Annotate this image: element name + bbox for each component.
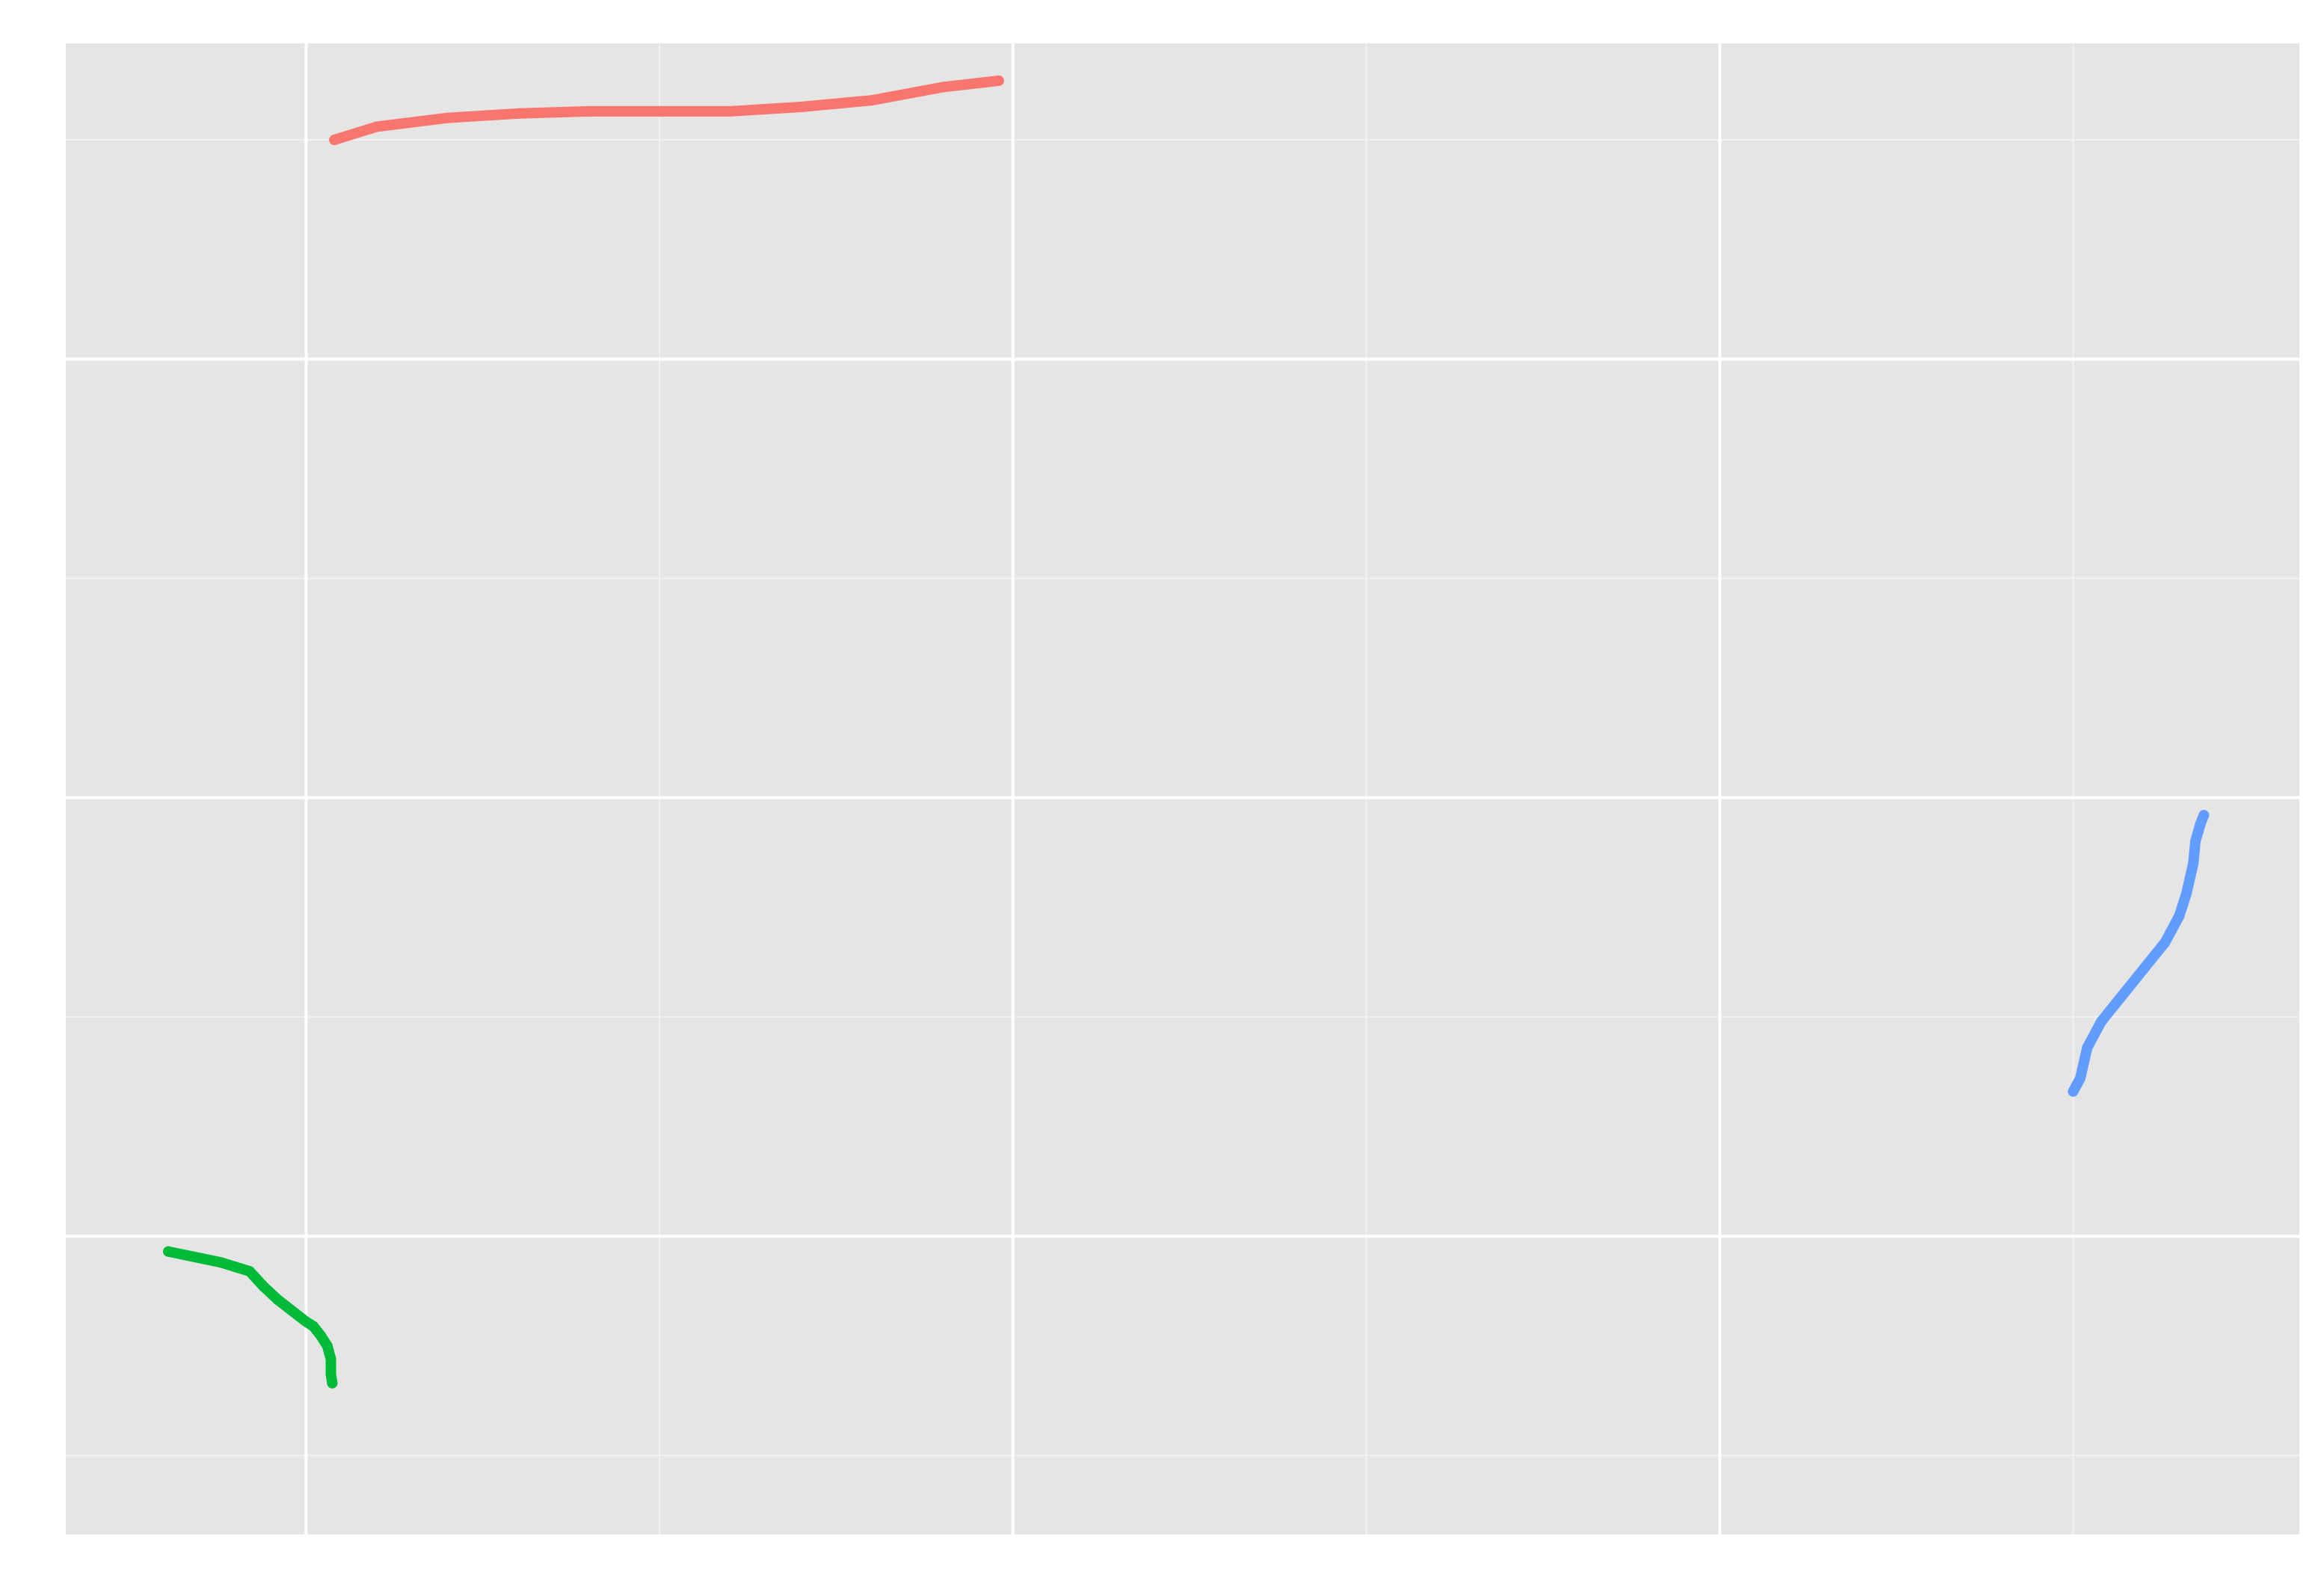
data-point: [2198, 810, 2210, 821]
data-point: [2188, 858, 2199, 869]
data-point: [866, 95, 877, 106]
data-point: [2082, 1042, 2093, 1054]
data-point: [2117, 989, 2128, 1001]
data-point: [2180, 888, 2192, 900]
data-point: [2195, 818, 2206, 829]
data-point: [583, 105, 594, 117]
series-group: [329, 75, 1004, 146]
data-point: [258, 1281, 269, 1292]
data-point: [796, 102, 807, 113]
data-point: [244, 1266, 255, 1277]
data-point: [654, 105, 665, 117]
series-group: [2068, 810, 2210, 1097]
data-point: [286, 1305, 298, 1316]
data-point: [322, 1340, 333, 1351]
series-group: [163, 1246, 338, 1389]
data-point: [937, 82, 948, 93]
data-point: [2096, 1015, 2107, 1027]
data-point: [2159, 937, 2171, 948]
minor-grid: [66, 43, 2299, 1534]
data-point: [725, 105, 736, 117]
data-point: [272, 1294, 283, 1306]
data-point: [993, 75, 1004, 86]
data-point: [2174, 911, 2185, 922]
data-point: [163, 1246, 174, 1257]
data-point: [325, 1368, 336, 1380]
data-point: [315, 1330, 326, 1341]
data-point: [307, 1321, 319, 1332]
data-point: [512, 108, 523, 119]
data-point: [2074, 1073, 2085, 1084]
data-point: [230, 1261, 241, 1273]
data-point: [327, 1377, 338, 1389]
data-point: [329, 135, 340, 146]
data-point: [2190, 836, 2201, 847]
data-point: [371, 121, 382, 132]
data-point: [442, 112, 453, 123]
data-point: [2139, 963, 2150, 974]
data-point: [2068, 1086, 2079, 1097]
data-point: [215, 1257, 227, 1268]
data-point: [325, 1353, 336, 1365]
major-grid: [66, 43, 2299, 1534]
plot-panel: [66, 43, 2299, 1534]
series-layer: [163, 75, 2210, 1389]
